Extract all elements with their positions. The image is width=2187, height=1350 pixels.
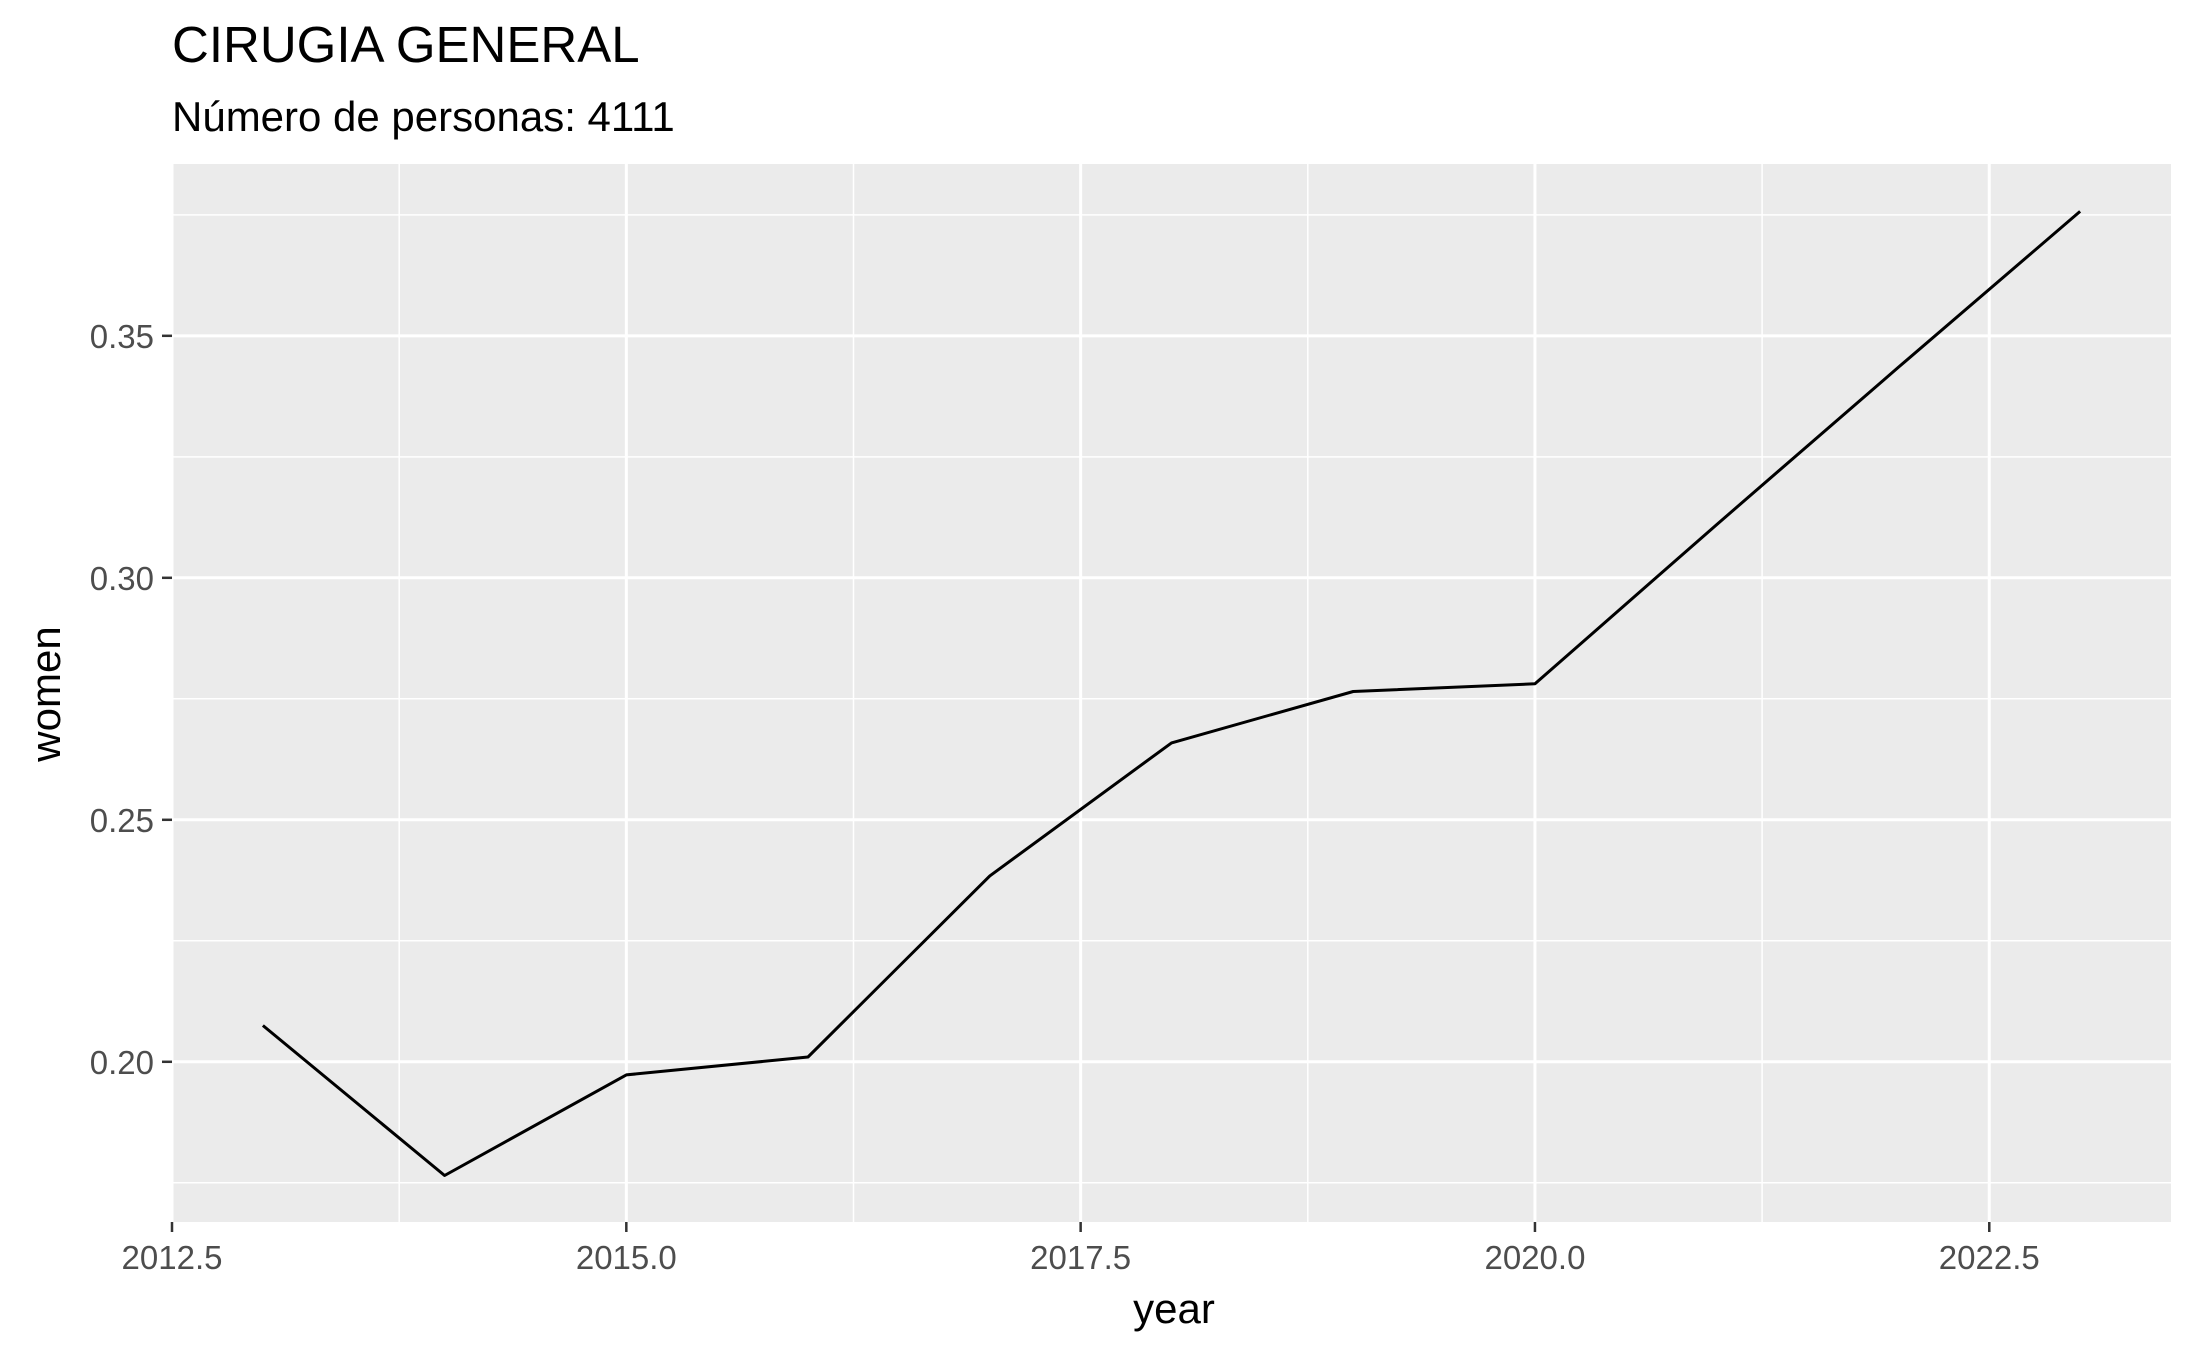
y-tick-label: 0.30 bbox=[90, 560, 154, 597]
y-tick-label: 0.25 bbox=[90, 802, 154, 839]
x-tick-label: 2017.5 bbox=[1030, 1239, 1131, 1276]
series-line bbox=[261, 210, 2082, 1177]
y-tick-label: 0.35 bbox=[90, 318, 154, 355]
plot-panel bbox=[172, 164, 2171, 1222]
chart-subtitle: Número de personas: 4111 bbox=[172, 93, 675, 140]
series-layer bbox=[261, 210, 2082, 1177]
minor-gridlines bbox=[172, 164, 2171, 1222]
x-tick-label: 2015.0 bbox=[576, 1239, 677, 1276]
x-tick-label: 2022.5 bbox=[1939, 1239, 2040, 1276]
major-gridlines bbox=[170, 164, 2171, 1222]
x-axis: 2012.5 2015.0 2017.5 2020.0 2022.5 bbox=[122, 1222, 2040, 1276]
y-tick-label: 0.20 bbox=[90, 1044, 154, 1081]
x-axis-title: year bbox=[1133, 1285, 1215, 1332]
y-axis: 0.20 0.25 0.30 0.35 bbox=[90, 318, 172, 1081]
y-axis-title: women bbox=[22, 626, 69, 762]
chart-title: CIRUGIA GENERAL bbox=[172, 16, 640, 73]
x-tick-label: 2020.0 bbox=[1484, 1239, 1585, 1276]
x-tick-label: 2012.5 bbox=[122, 1239, 223, 1276]
